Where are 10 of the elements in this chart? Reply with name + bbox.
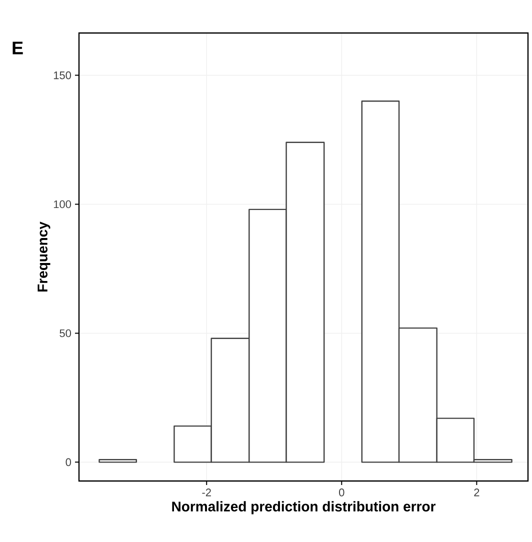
x-tick-label: -2: [202, 488, 211, 496]
y-tick-label: 50: [60, 329, 72, 338]
x-tick-label: 0: [339, 488, 344, 496]
text: E: [12, 42, 23, 54]
y-tick-label: 0: [66, 458, 72, 466]
y-axis-title: Frequency: [38, 222, 50, 292]
y-tick-label: 100: [54, 200, 72, 208]
y-tick-label: 150: [54, 71, 72, 80]
x-axis-title: Normalized prediction distribution error: [172, 501, 436, 514]
x-tick-label: 2: [474, 488, 480, 496]
